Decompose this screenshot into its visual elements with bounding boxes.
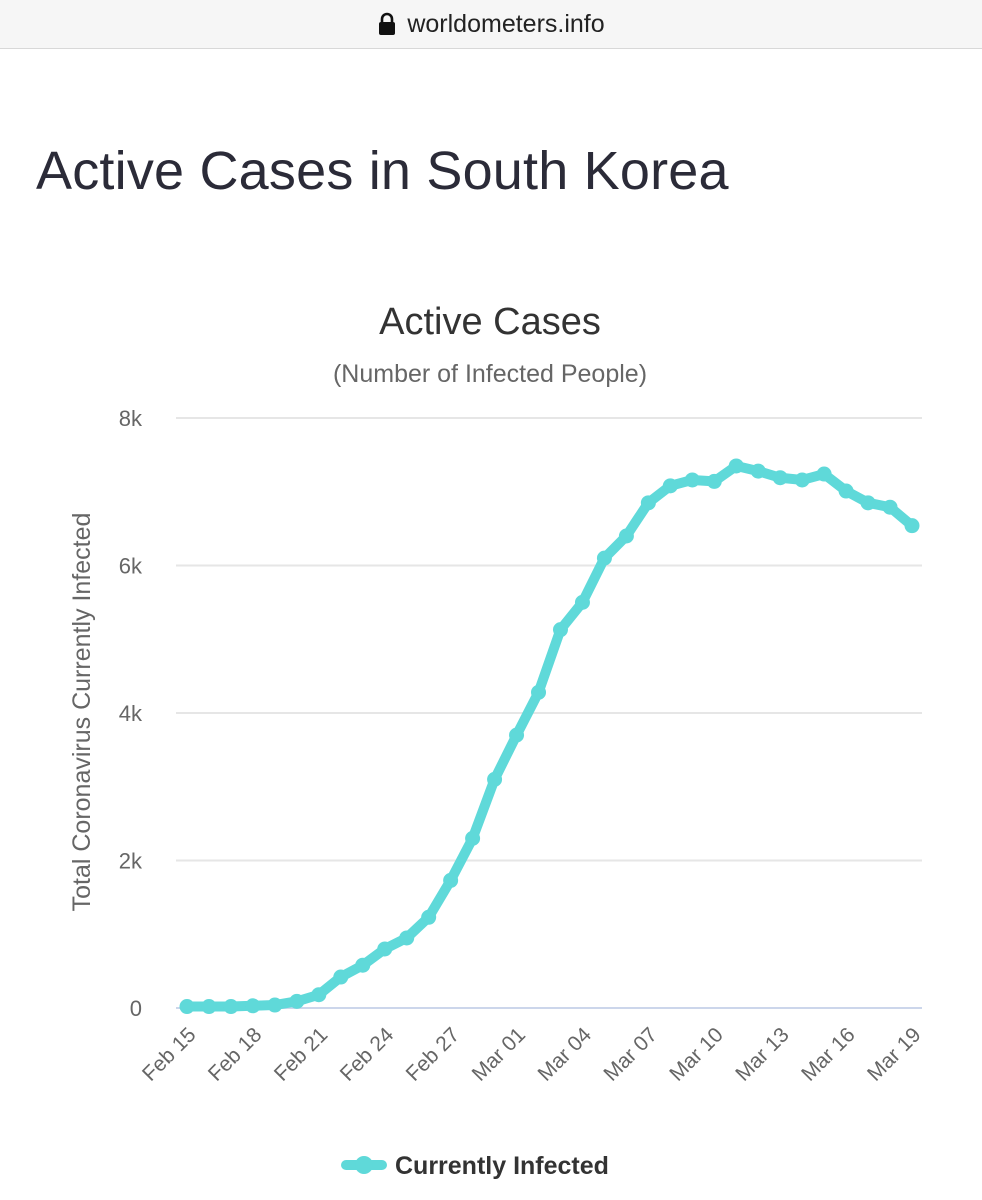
data-point <box>728 458 744 474</box>
grid-lines <box>176 417 922 1009</box>
data-point <box>311 987 327 1003</box>
data-point <box>289 993 305 1009</box>
data-point <box>816 466 832 482</box>
x-tick-label: Feb 27 <box>402 1023 465 1086</box>
y-axis-ticks: 0 2k 4k 6k 8k <box>119 406 143 1021</box>
x-tick-label: Feb 21 <box>270 1023 333 1086</box>
data-point <box>684 472 700 488</box>
data-point <box>750 463 766 479</box>
legend-label: Currently Infected <box>395 1152 609 1180</box>
data-point <box>179 999 195 1015</box>
data-point <box>201 999 217 1015</box>
data-point <box>465 830 481 846</box>
series-currently-infected[interactable] <box>179 458 920 1015</box>
legend-marker <box>355 1156 373 1174</box>
data-point <box>421 909 437 925</box>
data-point <box>794 472 810 488</box>
data-point <box>706 473 722 489</box>
data-point <box>399 930 415 946</box>
x-tick-label: Mar 19 <box>863 1023 925 1085</box>
data-point <box>355 957 371 973</box>
data-point <box>574 594 590 610</box>
x-tick-label: Feb 18 <box>204 1023 267 1086</box>
data-point <box>377 941 393 957</box>
data-point <box>509 727 525 743</box>
browser-address-bar[interactable]: worldometers.info <box>0 0 982 49</box>
data-point <box>596 550 612 566</box>
chart-subtitle: (Number of Infected People) <box>333 360 647 388</box>
x-tick-label: Mar 13 <box>731 1023 793 1085</box>
data-point <box>333 969 349 985</box>
x-tick-label: Mar 16 <box>797 1023 859 1085</box>
page-title: Active Cases in South Korea <box>36 141 729 201</box>
x-tick-label: Feb 15 <box>138 1023 201 1086</box>
y-tick-label: 6k <box>119 554 143 579</box>
data-point <box>245 998 261 1014</box>
y-tick-label: 2k <box>119 849 143 874</box>
data-point <box>838 483 854 499</box>
data-point <box>531 684 547 700</box>
x-tick-label: Mar 01 <box>468 1023 530 1085</box>
y-tick-label: 0 <box>130 996 142 1021</box>
x-tick-label: Mar 07 <box>599 1023 661 1085</box>
legend[interactable]: Currently Infected <box>341 1152 609 1180</box>
data-point <box>904 518 920 534</box>
data-point <box>860 495 876 511</box>
x-tick-label: Mar 10 <box>665 1023 727 1085</box>
x-tick-label: Feb 24 <box>336 1023 399 1086</box>
data-point <box>640 495 656 511</box>
data-point <box>443 872 459 888</box>
data-point <box>662 478 678 494</box>
x-tick-label: Mar 04 <box>534 1023 597 1086</box>
x-axis-ticks: Feb 15 Feb 18 Feb 21 Feb 24 Feb 27 Mar 01 Mar … <box>138 1023 926 1086</box>
address-url[interactable]: worldometers.info <box>407 9 605 38</box>
chart-title: Active Cases <box>379 301 601 343</box>
data-point <box>552 622 568 638</box>
data-point <box>618 528 634 544</box>
data-point <box>487 771 503 787</box>
y-tick-label: 8k <box>119 406 143 431</box>
data-point <box>772 470 788 486</box>
y-axis-title: Total Coronavirus Currently Infected <box>68 513 96 912</box>
data-point <box>267 997 283 1013</box>
data-point <box>882 499 898 515</box>
y-tick-label: 4k <box>119 701 143 726</box>
lock-icon <box>377 12 397 36</box>
data-point <box>223 999 239 1015</box>
series-line <box>182 460 917 1012</box>
